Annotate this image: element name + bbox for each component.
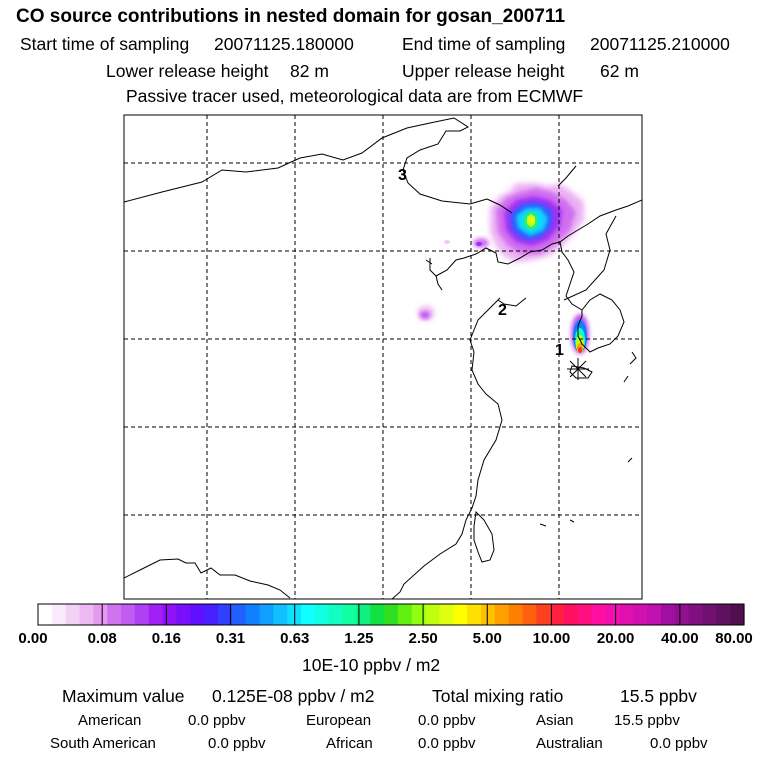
colorbar-cell <box>536 604 551 625</box>
colorbar-tick-label: 10.00 <box>532 630 571 647</box>
receptor-asterisk-icon <box>567 358 589 380</box>
colorbar-cell <box>107 604 122 625</box>
colorbar-cell <box>688 604 704 625</box>
end-time-value: 20071125.210000 <box>590 34 730 54</box>
colorbar-cell <box>314 604 330 625</box>
colorbar-cell <box>397 604 413 625</box>
colorbar-tick-label: 0.16 <box>151 630 181 647</box>
colorbar-cell <box>411 604 427 625</box>
lower-release-height-label: Lower release height <box>106 61 269 81</box>
tracer-note: Passive tracer used, meteorological data… <box>126 86 584 106</box>
colorbar-cell <box>38 604 53 625</box>
colorbar-cell <box>204 604 219 625</box>
region-american-name: American <box>78 712 142 729</box>
colorbar-unit: 10E-10 ppbv / m2 <box>302 655 441 675</box>
lower-release-height-value: 82 m <box>290 61 329 81</box>
map-label-3: 3 <box>398 167 407 184</box>
map-title: CO source contributions in nested domain… <box>16 6 566 27</box>
colorbar-cell <box>730 604 745 625</box>
colorbar-tick-label: 5.00 <box>472 630 502 647</box>
total-mixing-ratio-value: 15.5 ppbv <box>620 686 697 706</box>
colorbar-tick-label: 80.00 <box>715 630 753 647</box>
colorbar-cell <box>384 604 399 625</box>
colorbar-cell <box>605 604 621 625</box>
colorbar-cell <box>522 604 537 625</box>
max-value-label: Maximum value <box>62 686 185 706</box>
region-european-value: 0.0 ppbv <box>418 712 476 729</box>
region-south-american-name: South American <box>50 735 156 752</box>
colorbar-cell <box>356 604 371 625</box>
region-australian-name: Australian <box>536 735 603 752</box>
colorbar-cell <box>716 604 731 625</box>
colorbar-cell <box>633 604 648 625</box>
colorbar-tick-label: 0.31 <box>215 630 246 647</box>
colorbar-cell <box>134 604 150 625</box>
colorbar-cell <box>660 604 676 625</box>
colorbar-tick-label: 0.00 <box>18 630 48 647</box>
start-time-label: Start time of sampling <box>20 34 190 54</box>
colorbar-cell <box>370 604 385 625</box>
colorbar-cell <box>591 604 607 625</box>
colorbar-tick-label: 40.00 <box>661 630 699 647</box>
colorbar-cell <box>494 604 510 625</box>
region-european-name: European <box>306 712 372 729</box>
map-frame <box>123 114 643 600</box>
map-label-2: 2 <box>498 302 507 319</box>
colorbar-cell <box>619 604 634 625</box>
colorbar-cell <box>217 604 233 625</box>
colorbar-cell <box>702 604 717 625</box>
colorbar-cell <box>51 604 67 625</box>
colorbar-cell <box>65 604 81 625</box>
colorbar-cell <box>647 604 662 625</box>
upper-release-height-label: Upper release height <box>402 61 565 81</box>
colorbar-cell <box>480 604 496 625</box>
region-south-american-value: 0.0 ppbv <box>208 735 266 752</box>
colorbar-tick-label: 0.08 <box>87 630 117 647</box>
colorbar-cell <box>231 604 247 625</box>
colorbar-cell <box>564 604 579 625</box>
colorbar-cell <box>425 604 441 625</box>
colorbar-cell <box>176 604 191 625</box>
colorbar-cell <box>328 604 344 625</box>
region-african-name: African <box>326 735 373 752</box>
colorbar-cell <box>93 604 108 625</box>
coastline <box>124 117 642 599</box>
end-time-label: End time of sampling <box>402 34 566 54</box>
colorbar-cell <box>79 604 94 625</box>
colorbar-cell <box>467 604 482 625</box>
colorbar-cell <box>577 604 593 625</box>
colorbar-cell <box>301 604 316 625</box>
total-mixing-ratio-label: Total mixing ratio <box>432 686 564 706</box>
start-time-value: 20071125.180000 <box>214 34 354 54</box>
colorbar-cell <box>259 604 274 625</box>
colorbar-cell <box>190 604 205 625</box>
max-value: 0.125E-08 ppbv / m2 <box>212 686 375 706</box>
region-australian-value: 0.0 ppbv <box>650 735 708 752</box>
colorbar-cell <box>342 604 357 625</box>
colorbar-cell <box>550 604 565 625</box>
colorbar-cell <box>121 604 136 625</box>
region-american-value: 0.0 ppbv <box>188 712 246 729</box>
region-african-value: 0.0 ppbv <box>418 735 476 752</box>
colorbar-cell <box>508 604 524 625</box>
colorbar-tick-label: 20.00 <box>596 630 635 647</box>
colorbar-cell <box>674 604 690 625</box>
colorbar-cell <box>273 604 288 625</box>
colorbar-cell <box>148 604 164 625</box>
colorbar-cell <box>439 604 454 625</box>
colorbar-cell <box>245 604 261 625</box>
region-asian-value: 15.5 ppbv <box>614 712 680 729</box>
colorbar-tick-label: 0.63 <box>280 630 310 647</box>
colorbar-cell <box>162 604 178 625</box>
region-asian-name: Asian <box>536 712 574 729</box>
colorbar-tick-label: 1.25 <box>344 630 374 647</box>
graticule <box>124 115 642 599</box>
map-label-1: 1 <box>555 342 564 359</box>
colorbar-tick-label: 2.50 <box>408 630 438 647</box>
upper-release-height-value: 62 m <box>600 61 639 81</box>
colorbar-cell <box>453 604 468 625</box>
